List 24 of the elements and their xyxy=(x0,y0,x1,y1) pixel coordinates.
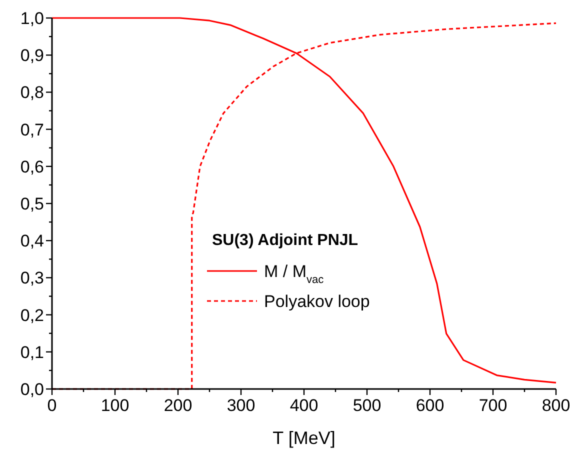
x-tick-label: 0 xyxy=(47,396,57,415)
y-tick-label: 0,4 xyxy=(20,232,44,251)
x-tick-label: 300 xyxy=(226,396,256,415)
x-tick-label: 600 xyxy=(416,396,444,415)
y-tick-label: 0,7 xyxy=(20,120,44,140)
x-tick-label: 100 xyxy=(100,396,130,415)
legend-label: Polyakov loop xyxy=(264,292,370,311)
x-tick-label: 200 xyxy=(164,396,192,415)
y-tick-label: 0,9 xyxy=(20,46,44,66)
y-tick-label: 0,0 xyxy=(20,380,44,399)
x-tick-label: 500 xyxy=(352,396,382,415)
x-tick-label: 700 xyxy=(478,396,508,415)
y-tick-label: 1,0 xyxy=(20,8,44,28)
y-tick-label: 0,1 xyxy=(20,342,44,362)
x-axis-title: T [MeV] xyxy=(272,428,336,448)
x-tick-label: 800 xyxy=(542,396,570,415)
y-tick-label: 0,2 xyxy=(20,306,44,325)
legend-label: M / M$_{vac}$ xyxy=(264,262,324,286)
x-tick-label: 400 xyxy=(290,396,318,415)
y-tick-label: 0,3 xyxy=(20,268,44,288)
y-tick-label: 0,6 xyxy=(20,157,44,176)
y-tick-label: 0,8 xyxy=(20,83,44,102)
y-tick-label: 0,5 xyxy=(20,194,44,214)
legend-title: SU(3) Adjoint PNJL xyxy=(212,232,358,249)
